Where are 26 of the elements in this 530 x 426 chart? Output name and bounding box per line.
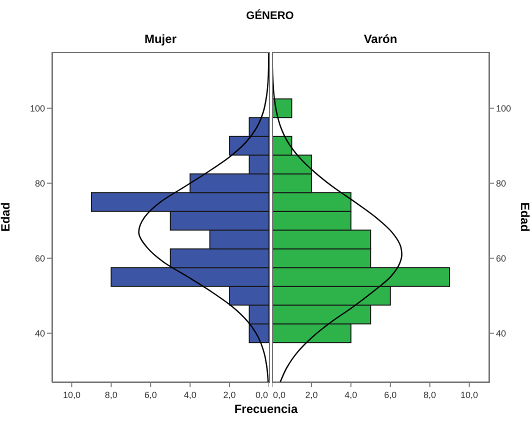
x-tick-label: 10,0 bbox=[62, 390, 80, 400]
chart-title: Mujer bbox=[143, 32, 178, 46]
x-tick-label: 6,0 bbox=[384, 390, 397, 400]
chart-title: Varón bbox=[362, 32, 398, 46]
y-tick-label: 80 bbox=[34, 178, 45, 188]
y-tick-label: 40 bbox=[34, 328, 45, 338]
x-axis-title: Frecuencia bbox=[233, 402, 299, 416]
text: GÉNERO bbox=[245, 10, 295, 22]
y-tick-label: 60 bbox=[34, 253, 45, 264]
y-tick-label: 40 bbox=[496, 328, 506, 338]
x-tick-label: 10,0 bbox=[460, 390, 478, 400]
x-tick-label: 0,0 bbox=[273, 390, 286, 400]
x-tick-label: 4,0 bbox=[344, 390, 358, 400]
y-tick-label: 80 bbox=[496, 178, 506, 188]
y-tick-label: 100 bbox=[30, 103, 45, 114]
y-axis-title: Edad bbox=[518, 202, 530, 232]
x-tick-label: 4,0 bbox=[184, 390, 196, 400]
x-tick-label: 8,0 bbox=[104, 390, 118, 400]
y-axis-title: Edad bbox=[0, 202, 12, 232]
x-tick-label: 2,0 bbox=[223, 390, 236, 400]
x-tick-label: 0,0 bbox=[255, 390, 268, 400]
y-tick-label: 100 bbox=[496, 103, 512, 114]
y-tick-label: 60 bbox=[496, 253, 506, 264]
x-tick-label: 6,0 bbox=[144, 390, 157, 400]
x-tick-label: 8,0 bbox=[424, 390, 436, 400]
x-tick-label: 2,0 bbox=[305, 390, 318, 400]
